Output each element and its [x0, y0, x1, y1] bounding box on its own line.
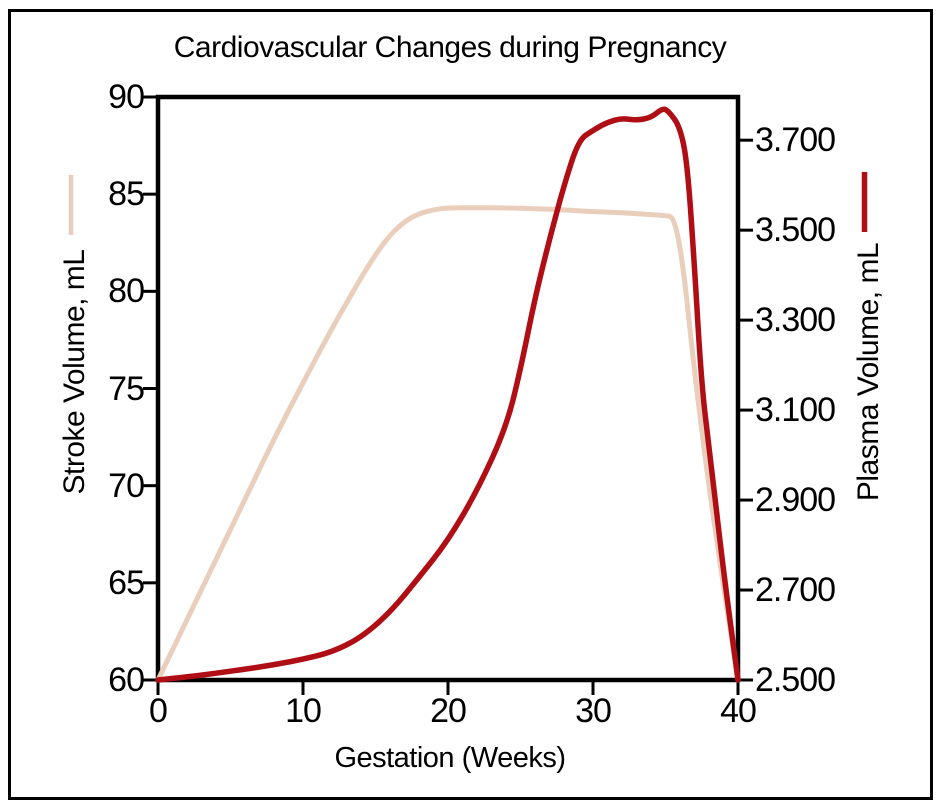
right-axis-label: Plasma Volume, mL	[852, 242, 885, 502]
x-tick-label: 20	[430, 692, 467, 730]
y-right-tick-label: 3.700	[755, 121, 836, 160]
y-left-tick-label: 75	[108, 369, 145, 408]
x-tick-label: 30	[575, 692, 612, 730]
y-right-tick-label: 3.100	[755, 391, 836, 430]
x-tick-label: 40	[720, 692, 757, 730]
y-left-tick-label: 80	[108, 272, 145, 311]
stroke-volume-line	[155, 205, 741, 683]
y-left-tick-label: 60	[108, 661, 145, 699]
y-left-tick-label: 85	[108, 175, 145, 214]
plot-frame	[155, 94, 741, 683]
figure-border	[8, 9, 933, 800]
y-left-tick-label: 70	[108, 466, 145, 505]
x-tick-label: 0	[149, 692, 168, 730]
x-tick-label: 10	[285, 692, 322, 730]
y-right-tick-label: 3.300	[755, 301, 836, 340]
plasma-volume-line	[155, 106, 741, 683]
y-left-tick-label: 90	[108, 78, 145, 116]
y-right-tick-label: 2.500	[755, 661, 836, 699]
y-left-tick-label: 65	[108, 563, 145, 602]
left-axis-label: Stroke Volume, mL	[58, 249, 91, 495]
y-right-tick-label: 3.500	[755, 211, 836, 250]
x-axis-label: Gestation (Weeks)	[334, 742, 566, 774]
chart-title: Cardiovascular Changes during Pregnancy	[173, 31, 727, 64]
y-right-tick-label: 2.700	[755, 571, 836, 610]
y-right-tick-label: 2.900	[755, 481, 836, 520]
